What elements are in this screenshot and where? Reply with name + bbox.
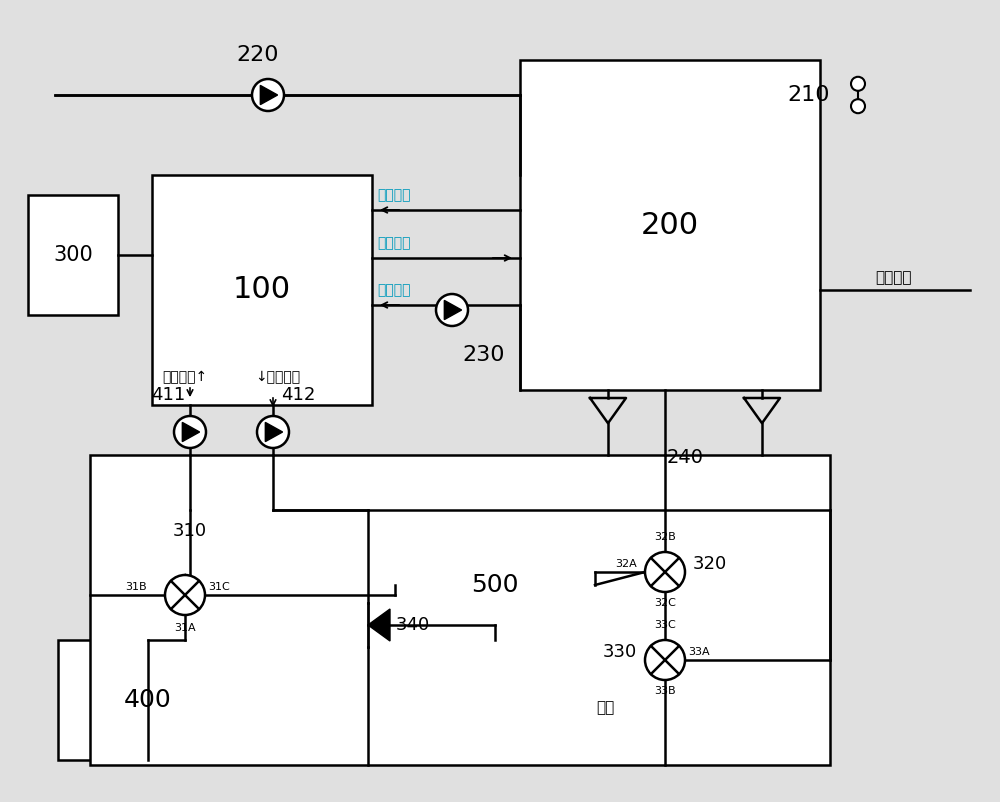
Text: 32A: 32A xyxy=(615,559,637,569)
Circle shape xyxy=(252,79,284,111)
Bar xyxy=(58,640,238,760)
Text: 200: 200 xyxy=(641,210,699,240)
Text: 热水供水: 热水供水 xyxy=(875,270,912,285)
Text: 320: 320 xyxy=(693,555,727,573)
Text: 33B: 33B xyxy=(654,686,676,696)
Text: 230: 230 xyxy=(462,345,505,365)
Polygon shape xyxy=(182,423,200,442)
Polygon shape xyxy=(260,85,278,104)
Circle shape xyxy=(257,416,289,448)
Bar xyxy=(395,530,595,640)
Polygon shape xyxy=(444,301,462,320)
Text: 330: 330 xyxy=(603,643,637,661)
Bar xyxy=(152,175,372,405)
Text: 310: 310 xyxy=(173,522,207,540)
Text: 排水: 排水 xyxy=(596,700,614,715)
Bar xyxy=(90,455,830,765)
Circle shape xyxy=(851,77,865,91)
Circle shape xyxy=(851,99,865,113)
Text: 32B: 32B xyxy=(654,532,676,542)
Text: 31A: 31A xyxy=(174,623,196,633)
Text: 340: 340 xyxy=(396,616,430,634)
Circle shape xyxy=(174,416,206,448)
Text: 210: 210 xyxy=(788,85,830,105)
Text: 400: 400 xyxy=(124,688,172,712)
Text: 300: 300 xyxy=(53,245,93,265)
Text: 240: 240 xyxy=(666,448,704,467)
Circle shape xyxy=(436,294,468,326)
Text: 32C: 32C xyxy=(654,598,676,608)
Polygon shape xyxy=(265,423,283,442)
Text: 31B: 31B xyxy=(125,582,147,592)
Text: 31C: 31C xyxy=(208,582,230,592)
Text: ↓废水出水: ↓废水出水 xyxy=(255,370,301,384)
Text: 33C: 33C xyxy=(654,620,676,630)
Text: 100: 100 xyxy=(233,276,291,305)
Text: 33A: 33A xyxy=(688,647,710,657)
Bar xyxy=(28,195,118,315)
Circle shape xyxy=(645,552,685,592)
Text: 220: 220 xyxy=(237,45,279,65)
Text: 冷水进水: 冷水进水 xyxy=(377,188,411,202)
Bar xyxy=(520,60,820,390)
Text: 热水出水: 热水出水 xyxy=(377,236,411,250)
Text: 废水进水↑: 废水进水↑ xyxy=(162,370,208,384)
Circle shape xyxy=(645,640,685,680)
Polygon shape xyxy=(368,609,390,641)
Text: 411: 411 xyxy=(151,386,185,404)
Circle shape xyxy=(165,575,205,615)
Text: 500: 500 xyxy=(471,573,519,597)
Text: 412: 412 xyxy=(281,386,315,404)
Text: 恒温进水: 恒温进水 xyxy=(377,283,411,297)
